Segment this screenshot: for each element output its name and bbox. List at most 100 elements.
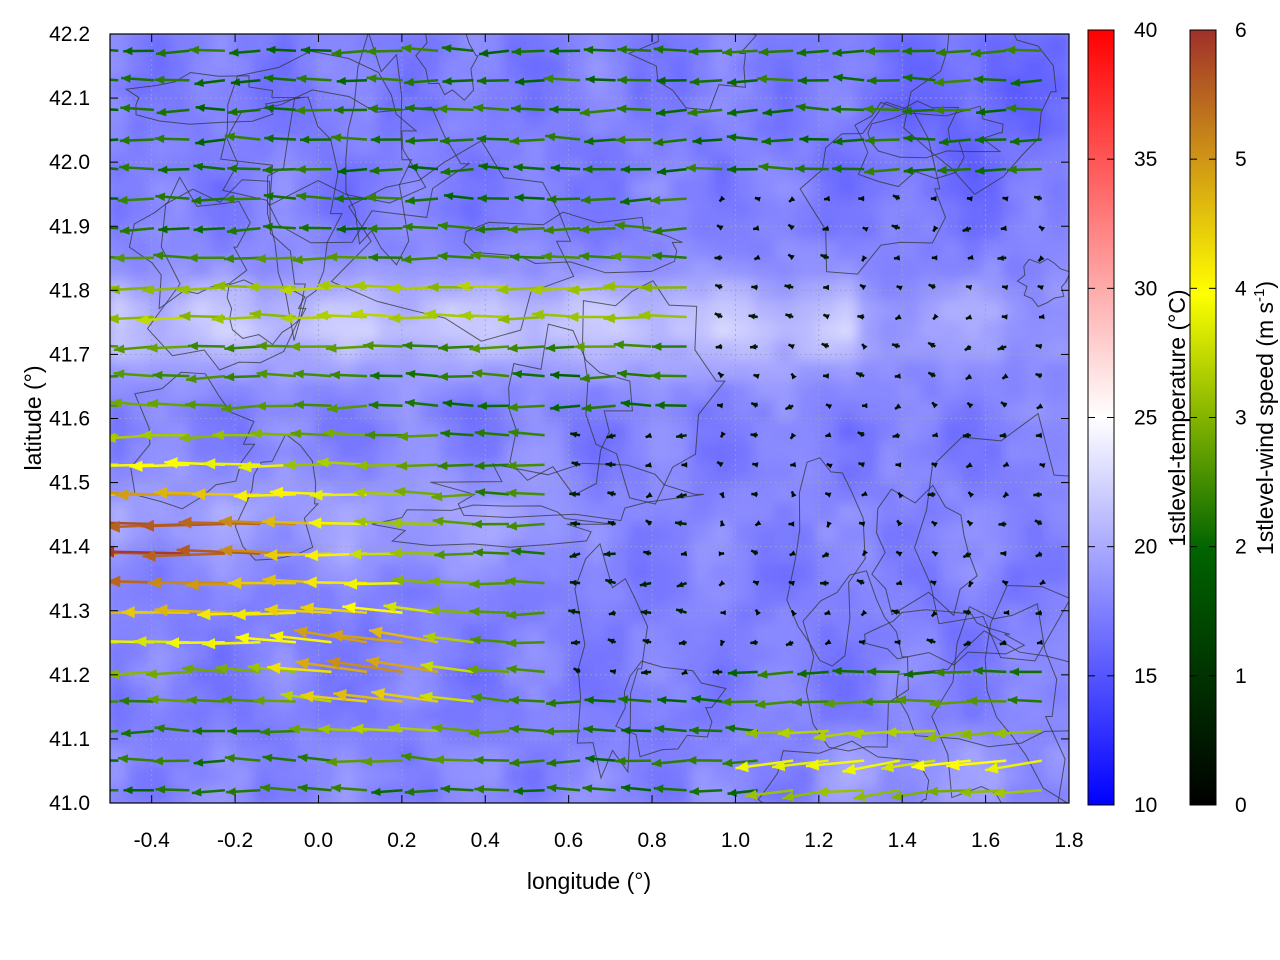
wind-vector-shaft [110, 670, 119, 674]
wind-vector-head [607, 491, 615, 497]
wind-vector-head [821, 343, 829, 349]
wind-vector-head [784, 283, 792, 290]
wind-vector-head [289, 341, 301, 352]
wind-vector-head [186, 374, 197, 384]
wind-vector-head [147, 576, 161, 589]
wind-vector-head [650, 195, 661, 205]
wind-vector-head [928, 284, 936, 290]
wind-vector-head [118, 754, 129, 764]
wind-vector-head [476, 134, 487, 143]
x-tick-label: -0.2 [217, 829, 253, 852]
wind-vector-head [1038, 255, 1045, 262]
wind-vector-head [786, 640, 793, 646]
wind-vector-head [511, 547, 522, 556]
wind-vector-head [822, 551, 829, 557]
wind-vector-head [1006, 104, 1017, 113]
wind-vector-head [571, 461, 579, 467]
wind-vector-head [849, 728, 862, 739]
wind-vector-head [129, 460, 143, 472]
wind-vector-head [230, 78, 241, 87]
wind-vector-head [192, 488, 205, 501]
colorbar-tick-label: 4 [1235, 277, 1247, 300]
wind-vector-head [224, 343, 235, 353]
wind-vector-head [401, 254, 412, 264]
wind-vector-head [999, 432, 1006, 439]
wind-vector-head [681, 669, 688, 675]
temperature-cell [1045, 496, 1069, 523]
wind-vector-head [911, 760, 925, 772]
wind-vector-head [543, 74, 554, 84]
wind-vector-head [136, 314, 149, 325]
wind-vector-head [255, 254, 266, 264]
wind-vector-head [334, 105, 344, 115]
wind-vector-head [408, 163, 418, 172]
wind-vector-head [614, 221, 625, 231]
wind-vector-head [966, 284, 973, 291]
wind-vector-head [859, 639, 865, 646]
wind-vector-head [833, 73, 843, 82]
wind-vector-head [891, 791, 903, 801]
wind-vector-head [618, 695, 629, 704]
y-axis-ticks: 41.0 41.1 41.2 41.3 41.4 41.5 41.6 41.7 41.8 41.9… [49, 23, 1069, 815]
wind-vector-head [1003, 610, 1010, 616]
wind-vector-head [82, 373, 92, 382]
wind-vector-head [350, 308, 363, 320]
wind-vector-head [735, 761, 749, 773]
x-tick-label: 0.8 [637, 829, 666, 852]
wind-vector-head [894, 639, 901, 646]
wind-vector-head [832, 48, 843, 57]
wind-vector-head [788, 580, 795, 587]
wind-vector-head [330, 370, 341, 380]
wind-vector-head [442, 399, 453, 408]
wind-vector-shaft [110, 729, 119, 733]
wind-vector-shaft [110, 550, 190, 555]
wind-vector-head [856, 579, 864, 586]
wind-vector-head [366, 193, 377, 202]
wind-vector-head [892, 432, 900, 439]
wind-vector-head [934, 668, 945, 677]
wind-vector-head [224, 753, 235, 763]
wind-vector-shaft [110, 78, 119, 82]
wind-vector-head [263, 74, 274, 83]
wind-vector-head [751, 491, 758, 498]
wind-vector-head [226, 787, 236, 796]
wind-vector-head [405, 136, 415, 145]
wind-vector-head [1037, 639, 1043, 645]
wind-vector-head [179, 311, 191, 322]
wind-vector-head [82, 251, 92, 260]
wind-vector-head [228, 577, 242, 590]
wind-vector-head [71, 433, 83, 443]
wind-vector-head [420, 691, 433, 703]
wind-vector-head [405, 369, 416, 379]
wind-vector-head [895, 462, 902, 468]
wind-vector-head [280, 690, 293, 702]
wind-vector-head [474, 428, 485, 438]
wind-vector-head [720, 639, 726, 646]
wind-vector-head [1002, 196, 1009, 202]
wind-vector-head [971, 48, 982, 58]
wind-vector-head [719, 580, 726, 586]
wind-vector-head [133, 636, 147, 647]
wind-vector-head [440, 784, 451, 794]
wind-vector-head [656, 108, 666, 117]
wind-vector-head [317, 280, 330, 291]
wind-vector-head [442, 77, 452, 86]
wind-vector-head [329, 629, 343, 642]
wind-vector-head [678, 639, 686, 646]
wind-vector-head [390, 548, 402, 559]
wind-vector-head [498, 314, 510, 325]
wind-vector-head [748, 313, 756, 320]
x-axis-label: longitude (°) [527, 868, 651, 894]
wind-vector-head [573, 668, 581, 674]
wind-vector-head [788, 224, 795, 231]
wind-vector-head [1000, 225, 1007, 231]
wind-vector-head [427, 282, 439, 293]
contour-line [574, 542, 649, 780]
wind-vector-head [689, 726, 699, 735]
wind-vector-head [571, 639, 578, 646]
wind-vector-head [544, 727, 554, 736]
wind-vector-head [95, 460, 108, 471]
wind-vector-head [1007, 165, 1017, 174]
wind-vector-head [866, 76, 877, 85]
wind-vector-head [891, 224, 899, 231]
